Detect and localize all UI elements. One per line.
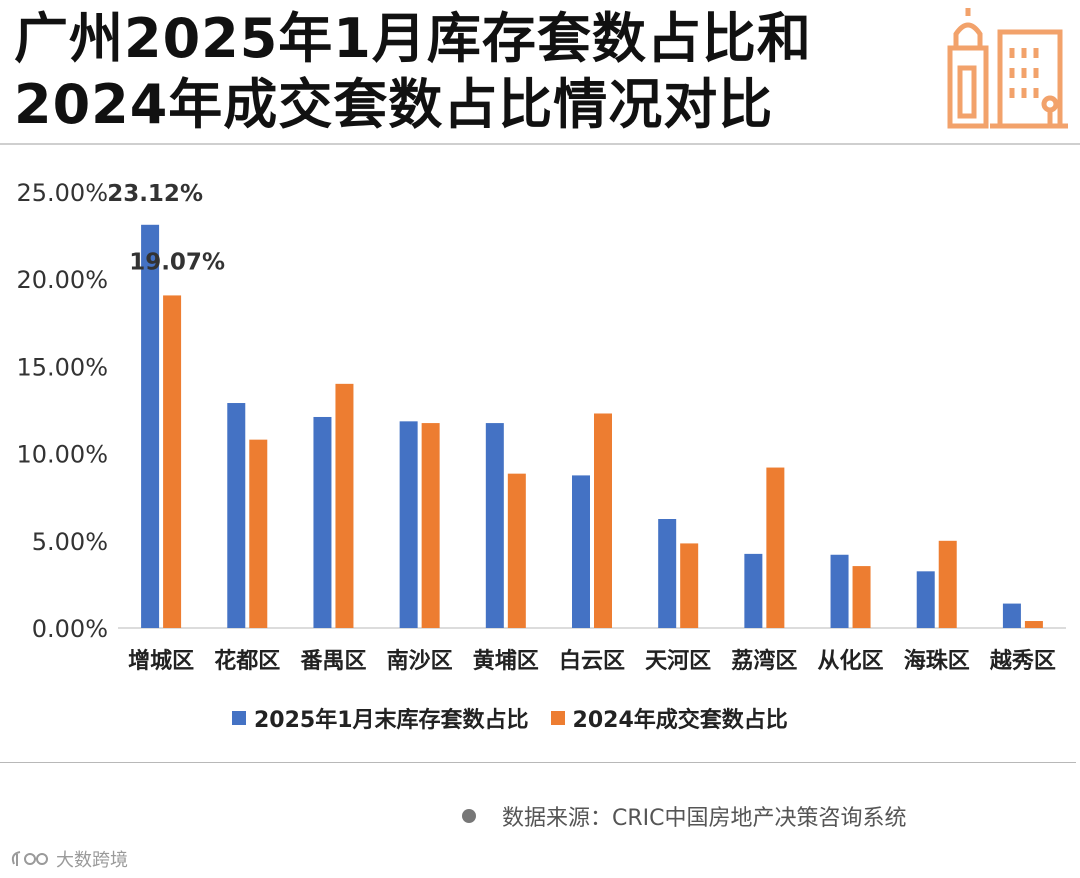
bar-deal	[680, 543, 699, 628]
bar-deal	[249, 439, 268, 628]
bar-deal	[852, 566, 871, 628]
y-tick-label: 25.00%	[16, 179, 108, 207]
x-tick-label: 黄埔区	[473, 648, 539, 674]
bar-inventory	[313, 416, 332, 628]
bar-inventory	[572, 475, 590, 628]
bar-deal	[938, 540, 957, 628]
chart-title-line-1: 广州2025年1月库存套数占比和	[14, 7, 812, 70]
legend-label-deal: 2024年成交套数占比	[572, 708, 788, 733]
bar-inventory	[399, 421, 418, 628]
bar-deal	[507, 473, 526, 628]
building-icon	[947, 8, 1068, 129]
ie-logo-icon	[11, 851, 48, 866]
x-tick-label: 荔湾区	[731, 648, 797, 674]
x-tick-label: 增城区	[128, 648, 194, 674]
bar-inventory	[1002, 603, 1021, 628]
legend-label-inventory: 2025年1月末库存套数占比	[254, 708, 529, 733]
x-tick-label: 番禺区	[299, 649, 366, 674]
data-label: 19.07%	[129, 249, 225, 275]
bar-inventory	[485, 423, 504, 628]
x-tick-label: 越秀区	[989, 649, 1056, 674]
watermark: 大数跨境	[8, 846, 128, 872]
x-tick-label: 天河区	[645, 649, 711, 674]
bar-deal	[163, 295, 182, 628]
bar-inventory	[227, 403, 246, 628]
source-note: 数据来源：CRIC中国房地产决策咨询系统	[462, 800, 907, 832]
x-tick-label: 海珠区	[904, 648, 970, 674]
bar-deal	[594, 413, 612, 628]
source-text: 数据来源：CRIC中国房地产决策咨询系统	[502, 806, 907, 831]
bar-deal	[421, 423, 440, 628]
chart-legend: 2025年1月末库存套数占比 2024年成交套数占比	[232, 702, 788, 734]
x-tick-label: 花都区	[214, 648, 280, 674]
bar-inventory	[658, 519, 677, 628]
x-tick-label: 白云区	[559, 648, 625, 674]
legend-item-inventory: 2025年1月末库存套数占比	[232, 702, 529, 734]
title-divider	[0, 143, 1080, 145]
footer-divider	[0, 762, 1076, 763]
watermark-text: 大数跨境	[56, 850, 128, 871]
y-tick-label: 20.00%	[16, 266, 108, 294]
data-label: 23.12%	[107, 181, 203, 207]
bar-inventory	[744, 553, 763, 628]
bar-inventory	[916, 571, 935, 628]
bullet-dot-icon	[462, 809, 476, 823]
chart-title: 广州2025年1月库存套数占比和 2024年成交套数占比情况对比	[14, 6, 812, 138]
y-tick-label: 10.00%	[16, 441, 108, 469]
y-tick-label: 0.00%	[32, 615, 108, 643]
legend-swatch-deal	[550, 711, 565, 725]
y-tick-label: 15.00%	[16, 353, 108, 381]
bar-inventory	[830, 554, 849, 628]
bar-inventory	[141, 224, 160, 628]
x-tick-label: 南沙区	[387, 649, 453, 674]
bar-deal	[766, 467, 785, 628]
bar-chart: 0.00% 5.00% 10.00% 15.00% 20.00% 25.00% 增城区 花都区…	[16, 179, 1066, 674]
legend-swatch-inventory	[232, 711, 246, 725]
y-tick-label: 5.00%	[32, 528, 108, 556]
chart-title-line-2: 2024年成交套数占比情况对比	[14, 73, 774, 136]
bar-deal	[1024, 621, 1043, 628]
bar-deal	[335, 383, 354, 628]
x-tick-label: 从化区	[818, 648, 884, 674]
legend-item-deal: 2024年成交套数占比	[550, 702, 788, 734]
